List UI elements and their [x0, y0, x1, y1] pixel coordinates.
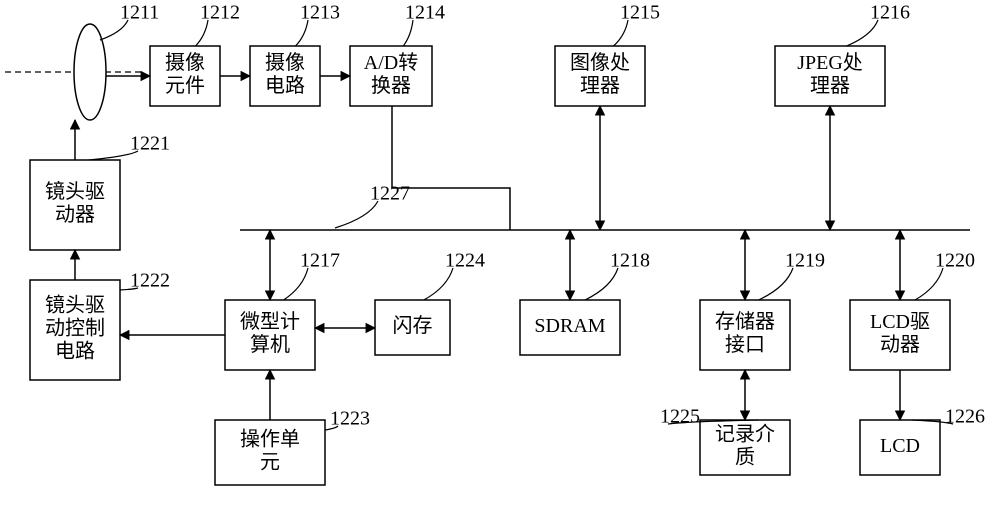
callout-line: [196, 20, 209, 46]
block-n1225: 记录介质 1225: [660, 406, 790, 475]
callout-line: [284, 268, 309, 300]
block-n1213: 摄像电路 1213: [250, 2, 340, 106]
block-label: 换器: [371, 74, 411, 97]
block-label: 图像处: [570, 51, 630, 74]
block-label: LCD驱: [870, 310, 930, 333]
block-n1216: JPEG处理器 1216: [775, 2, 910, 106]
callout-line: [424, 268, 453, 300]
lens: [74, 24, 106, 120]
block-label: 闪存: [393, 314, 433, 337]
block-label: A/D转: [364, 51, 418, 74]
block-label: 理器: [810, 75, 850, 97]
callout-line: [847, 20, 879, 46]
block-label: JPEG处: [797, 51, 863, 74]
block-label: 记录介: [715, 423, 775, 446]
ref-number: 1224: [445, 250, 485, 272]
block-n1214: A/D转换器 1214: [350, 2, 445, 106]
block-label: 理器: [580, 75, 620, 97]
block-label: 摄像: [265, 51, 305, 74]
block-n1212: 摄像元件 1212: [150, 2, 240, 106]
callout-line: [403, 20, 413, 46]
block-label: 元: [260, 452, 280, 474]
ref-number: 1218: [610, 250, 650, 272]
block-label: 电路: [55, 340, 95, 363]
block-label: 存储器: [715, 310, 775, 333]
block-n1223: 操作单元 1223: [215, 408, 370, 485]
ref-number: 1227: [370, 183, 410, 205]
block-label: 动器: [55, 203, 95, 226]
block-n1217: 微型计算机 1217: [225, 250, 340, 370]
block-label: 电路: [265, 74, 305, 97]
callout-line: [614, 20, 629, 46]
ref-number: 1226: [945, 406, 985, 428]
callout-line: [759, 268, 794, 300]
block-n1218: SDRAM 1218: [520, 250, 650, 355]
ref-number: 1212: [200, 2, 240, 24]
block-label: 微型计: [240, 310, 300, 333]
ref-number: 1217: [300, 250, 340, 272]
block-n1221: 镜头驱动器 1221: [30, 133, 170, 250]
ref-number: 1211: [120, 2, 159, 24]
block-n1220: LCD驱动器 1220: [850, 250, 975, 370]
block-label: 元件: [165, 74, 205, 97]
callout-line: [335, 201, 378, 228]
block-label: LCD: [880, 435, 920, 457]
block-n1222: 镜头驱动控制电路1222: [30, 270, 170, 380]
block-label: 操作单: [240, 428, 300, 451]
block-n1219: 存储器接口 1219: [700, 250, 825, 370]
block-n1215: 图像处理器 1215: [555, 2, 660, 106]
callout-line: [585, 268, 618, 300]
ref-number: 1225: [660, 406, 700, 428]
block-label: 质: [735, 446, 755, 469]
block-label: 动控制: [45, 317, 105, 340]
block-label: 摄像: [165, 51, 205, 74]
callout-line: [296, 20, 309, 46]
callout-line: [915, 268, 943, 300]
block-label: 算机: [250, 333, 290, 356]
ad-bus-connector: [392, 106, 510, 230]
block-diagram: 摄像元件1212摄像电路1213A/D转换器1214图像处理器1215JPEG处…: [0, 0, 1000, 517]
ref-number: 1215: [620, 2, 660, 24]
ref-number: 1214: [405, 2, 445, 24]
block-n1224: 闪存 1224: [375, 250, 485, 355]
ref-number: 1221: [130, 133, 170, 155]
block-label: SDRAM: [534, 315, 605, 337]
block-label: 动器: [880, 333, 920, 356]
block-label: 镜头驱: [45, 180, 105, 203]
ref-number: 1220: [935, 250, 975, 272]
ref-number: 1213: [300, 2, 340, 24]
block-label: 镜头驱: [45, 294, 105, 317]
ref-number: 1223: [330, 408, 370, 430]
block-label: 接口: [725, 333, 765, 356]
ref-number: 1216: [870, 2, 910, 24]
block-n1226: LCD 1226: [860, 406, 985, 475]
ref-number: 1219: [785, 250, 825, 272]
